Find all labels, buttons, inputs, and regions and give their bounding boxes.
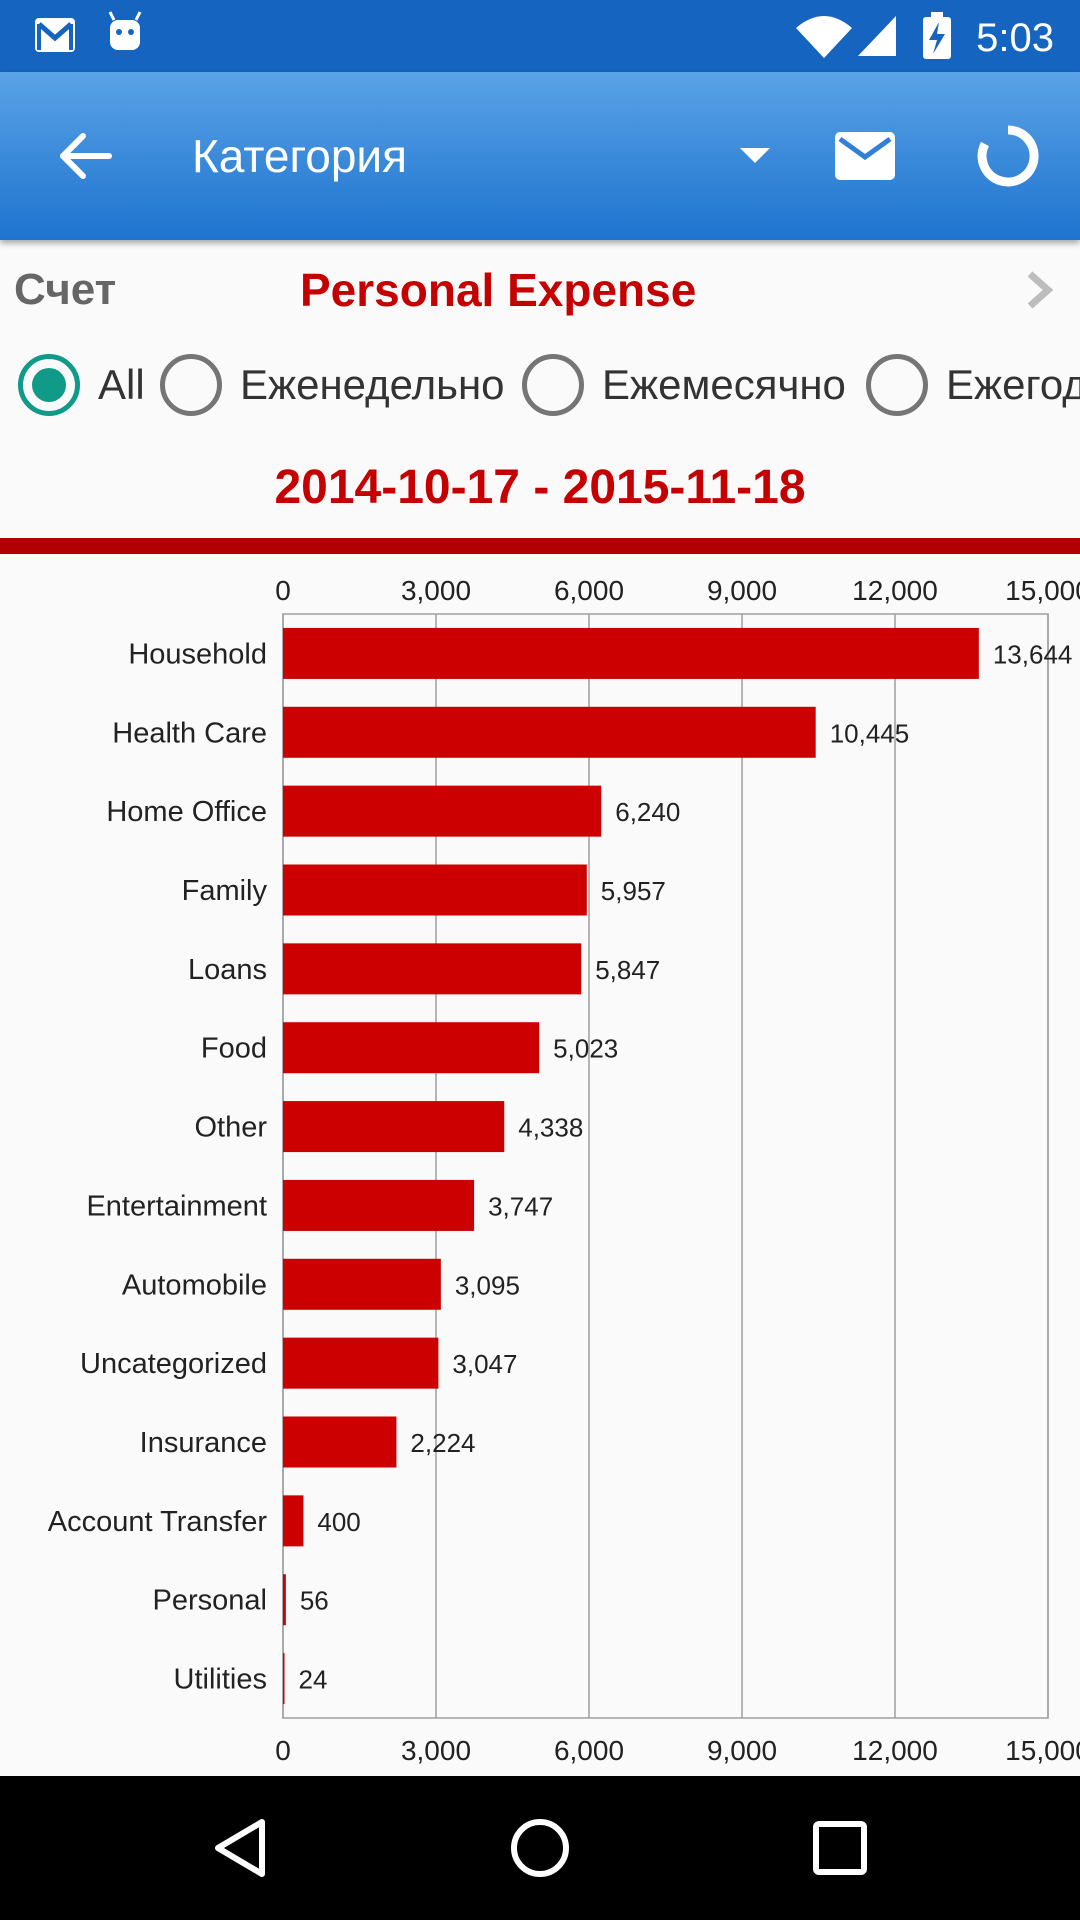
category-dropdown-button[interactable] bbox=[725, 72, 785, 240]
category-bar-chart: 0 0 3,000 3,000 6,000 6,000 9,000 9,000 12,000 12… bbox=[48, 575, 1080, 1766]
category-label: Uncategorized bbox=[80, 1348, 267, 1380]
category-label: Household bbox=[128, 638, 267, 670]
bar[interactable] bbox=[283, 864, 587, 916]
radio-unchecked-icon bbox=[866, 354, 928, 416]
bar[interactable] bbox=[283, 1416, 397, 1468]
nav-recents-button[interactable] bbox=[760, 1776, 920, 1920]
bar[interactable] bbox=[283, 1337, 439, 1389]
tick-label-bottom: 3,000 bbox=[401, 1735, 471, 1766]
chevron-right-icon[interactable] bbox=[1016, 268, 1060, 312]
battery-charging-icon bbox=[920, 0, 954, 77]
bar[interactable] bbox=[283, 1495, 304, 1547]
category-label: Loans bbox=[188, 954, 267, 986]
back-button[interactable] bbox=[30, 72, 140, 240]
radio-monthly[interactable]: Ежемесячно bbox=[522, 354, 846, 416]
divider bbox=[0, 538, 1080, 554]
status-bar: 5:03 bbox=[0, 0, 1080, 72]
category-label: Automobile bbox=[122, 1269, 267, 1301]
mail-icon bbox=[835, 132, 895, 180]
dropdown-arrow-icon bbox=[740, 148, 770, 163]
radio-label: All bbox=[98, 361, 145, 408]
value-label: 3,047 bbox=[452, 1349, 517, 1379]
home-circle-icon bbox=[511, 1819, 569, 1877]
bar[interactable] bbox=[283, 1179, 475, 1231]
category-label: Account Transfer bbox=[48, 1506, 268, 1538]
tick-label-top: 3,000 bbox=[401, 575, 471, 606]
radio-yearly[interactable]: Ежегод bbox=[866, 354, 1080, 416]
category-spinner-title[interactable]: Категория bbox=[192, 130, 408, 182]
tick-label-top: 12,000 bbox=[852, 575, 938, 606]
tick-label-bottom: 0 bbox=[275, 1735, 291, 1766]
bar[interactable] bbox=[283, 1022, 540, 1074]
refresh-button[interactable] bbox=[950, 72, 1065, 240]
category-label: Home Office bbox=[106, 796, 267, 828]
value-label: 5,023 bbox=[553, 1034, 618, 1064]
radio-all[interactable]: All bbox=[18, 354, 145, 416]
refresh-icon bbox=[977, 125, 1039, 187]
android-icon bbox=[104, 0, 146, 77]
category-label: Personal bbox=[153, 1585, 267, 1617]
tick-label-bottom: 12,000 bbox=[852, 1735, 938, 1766]
bar[interactable] bbox=[283, 1653, 285, 1705]
tick-label-bottom: 15,000 bbox=[1005, 1735, 1080, 1766]
account-name[interactable]: Personal Expense bbox=[300, 264, 697, 316]
radio-label: Ежегод bbox=[946, 361, 1080, 408]
tick-label-top: 9,000 bbox=[707, 575, 777, 606]
date-range: 2014-10-17 - 2015-11-18 bbox=[274, 461, 806, 514]
app-bar: Категория bbox=[0, 72, 1080, 240]
radio-label: Ежемесячно bbox=[602, 361, 846, 408]
category-label: Insurance bbox=[140, 1427, 267, 1459]
category-label: Health Care bbox=[112, 717, 267, 749]
back-triangle-icon bbox=[215, 1819, 265, 1877]
radio-unchecked-icon bbox=[522, 354, 584, 416]
clock: 5:03 bbox=[976, 16, 1054, 60]
bar[interactable] bbox=[283, 627, 979, 679]
account-label: Счет bbox=[14, 265, 117, 314]
nav-back-button[interactable] bbox=[160, 1776, 320, 1920]
tick-label-bottom: 9,000 bbox=[707, 1735, 777, 1766]
tick-label-bottom: 6,000 bbox=[554, 1735, 624, 1766]
value-label: 2,224 bbox=[410, 1428, 475, 1458]
value-label: 24 bbox=[299, 1665, 328, 1695]
gmail-icon bbox=[30, 0, 80, 77]
value-label: 4,338 bbox=[518, 1113, 583, 1143]
bar[interactable] bbox=[283, 1258, 441, 1310]
category-label: Utilities bbox=[174, 1664, 267, 1696]
value-label: 56 bbox=[300, 1586, 329, 1616]
category-label: Other bbox=[194, 1112, 267, 1144]
bar[interactable] bbox=[283, 943, 582, 995]
category-label: Food bbox=[201, 1033, 267, 1065]
back-arrow-icon bbox=[60, 133, 112, 179]
email-button[interactable] bbox=[810, 72, 920, 240]
value-label: 5,957 bbox=[601, 876, 666, 906]
tick-label-top: 6,000 bbox=[554, 575, 624, 606]
recents-square-icon bbox=[813, 1821, 867, 1875]
value-label: 400 bbox=[317, 1507, 360, 1537]
value-label: 5,847 bbox=[595, 955, 660, 985]
value-label: 6,240 bbox=[615, 797, 680, 827]
radio-unchecked-icon bbox=[160, 354, 222, 416]
bar[interactable] bbox=[283, 1574, 286, 1626]
radio-checked-icon bbox=[18, 354, 80, 416]
category-label: Entertainment bbox=[86, 1190, 267, 1222]
category-label: Family bbox=[182, 875, 268, 907]
value-label: 10,445 bbox=[830, 718, 910, 748]
radio-weekly[interactable]: Еженедельно bbox=[160, 354, 505, 416]
signal-icon bbox=[856, 0, 900, 77]
tick-label-top: 0 bbox=[275, 575, 291, 606]
bar[interactable] bbox=[283, 706, 816, 758]
nav-home-button[interactable] bbox=[460, 1776, 620, 1920]
bar[interactable] bbox=[283, 1101, 505, 1153]
tick-label-top: 15,000 bbox=[1005, 575, 1080, 606]
bar[interactable] bbox=[283, 785, 602, 837]
period-radio-group: All Еженедельно Ежемесячно Ежегод bbox=[0, 340, 1080, 430]
radio-label: Еженедельно bbox=[240, 361, 505, 408]
plot-area bbox=[282, 613, 1049, 1719]
navigation-bar bbox=[0, 1776, 1080, 1920]
wifi-icon bbox=[794, 0, 854, 77]
value-label: 3,747 bbox=[488, 1191, 553, 1221]
value-label: 3,095 bbox=[455, 1270, 520, 1300]
account-row[interactable]: Счет Personal Expense bbox=[0, 240, 1080, 340]
value-label: 13,644 bbox=[993, 639, 1073, 669]
